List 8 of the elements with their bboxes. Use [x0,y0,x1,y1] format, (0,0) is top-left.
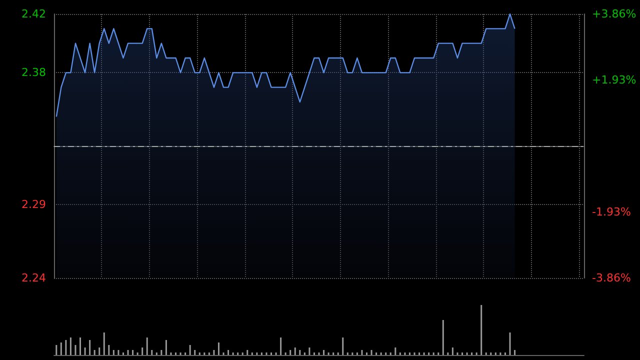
y-tick-label: 2.29 [22,198,46,212]
y-tick-label: 2.42 [22,8,46,20]
y-tick-label: 2.38 [22,66,46,80]
y2-tick-label: -3.86% [592,272,631,284]
y2-tick-label: +3.86% [592,8,636,20]
y2-tick-label: -1.93% [592,206,631,218]
y2-tick-label: +1.93% [592,74,636,86]
y-tick-label: 2.24 [22,272,46,284]
